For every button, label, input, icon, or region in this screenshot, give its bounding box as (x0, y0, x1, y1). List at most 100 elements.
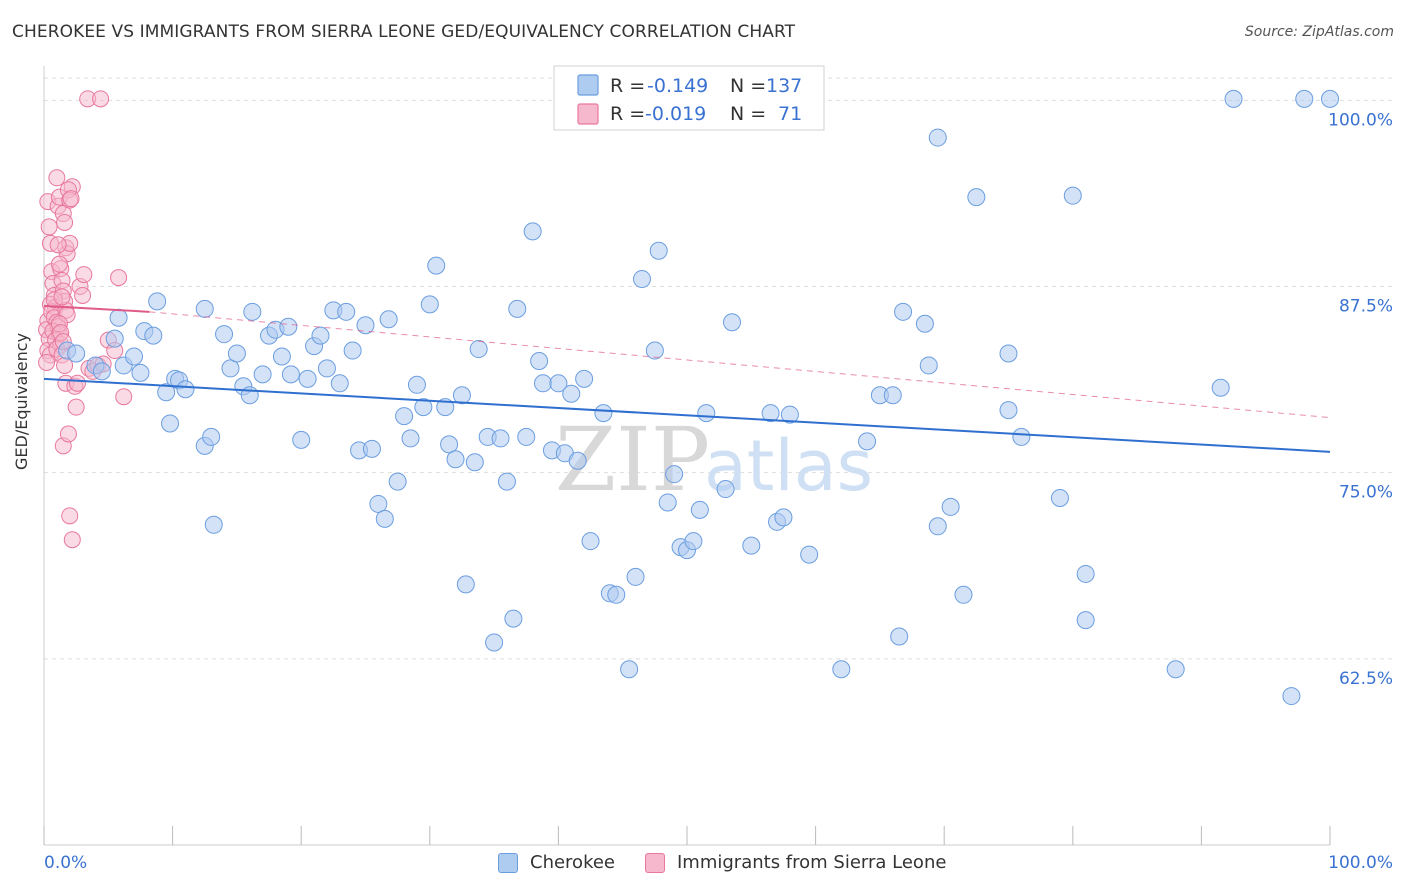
cherokee-point (330, 374, 349, 393)
cherokee-point (549, 374, 568, 393)
cherokee-point (780, 405, 799, 424)
sierra-leone-point (49, 236, 67, 254)
bottom-legend: Cherokee Immigrants from Sierra Leone (0, 852, 1406, 876)
cherokee-r-label: R = (610, 75, 645, 97)
x-tick-label-min: 0.0% (44, 853, 87, 873)
cherokee-point (1012, 427, 1031, 446)
cherokee-point (388, 472, 407, 491)
cherokee-point (202, 427, 221, 446)
sierra-leone-point (110, 269, 128, 287)
legend-label-sierra-leone: Immigrants from Sierra Leone (677, 852, 947, 873)
cherokee-point (858, 432, 877, 451)
cherokee-point (452, 386, 471, 405)
trend-lines (43, 304, 1331, 453)
cherokee-point (436, 398, 455, 417)
cherokee-point (697, 404, 716, 423)
sierra-leone-point (74, 286, 92, 304)
cherokee-point (883, 386, 902, 405)
cherokee-point (658, 493, 677, 512)
cherokee-point (491, 429, 510, 448)
sierra-leone-point (61, 507, 79, 525)
cherokee-point (562, 384, 581, 403)
cherokee-point (684, 532, 703, 551)
sierra-leone-point (40, 218, 58, 236)
cherokee-point (317, 359, 336, 378)
cherokee-point (626, 567, 645, 586)
cherokee-point (456, 575, 475, 594)
sierra-leone-r-label: R = (610, 103, 645, 125)
cherokee-point (1076, 611, 1095, 630)
cherokee-point (497, 472, 516, 491)
cherokee-point (243, 302, 262, 321)
y-tick-labels: 62.5% 75.0% 87.5% 100.0% (1328, 110, 1393, 688)
sierra-leone-swatch (577, 103, 599, 125)
cherokee-point (375, 509, 394, 528)
cherokee-point (967, 188, 986, 207)
cherokee-point (575, 369, 594, 388)
cherokee-point (401, 429, 420, 448)
chart-title: CHEROKEE VS IMMIGRANTS FROM SIERRA LEONE… (12, 22, 796, 42)
y-tick-label: 100.0% (1328, 110, 1393, 130)
cherokee-point (1063, 186, 1082, 205)
cherokee-point (800, 545, 819, 564)
cherokee-point (690, 500, 709, 519)
cherokee-point (523, 222, 542, 241)
cherokee-point (1321, 89, 1339, 108)
stats-legend: R = -0.149 N = 137 R = -0.019 N = 71 (553, 65, 825, 131)
cherokee-point (356, 316, 375, 335)
cherokee-point (999, 401, 1018, 420)
legend-item-cherokee[interactable]: Cherokee (498, 852, 615, 873)
cherokee-point (999, 344, 1018, 363)
cherokee-point (723, 313, 742, 332)
cherokee-trend-line (43, 377, 1331, 453)
cherokee-point (941, 497, 960, 516)
sierra-leone-n-value: 71 (778, 103, 802, 125)
legend-item-sierra-leone[interactable]: Immigrants from Sierra Leone (645, 852, 946, 873)
cherokee-point (607, 585, 626, 604)
cherokee-point (148, 292, 167, 311)
cherokee-point (649, 241, 668, 260)
cherokee-point (281, 365, 300, 384)
cherokee-point (1295, 89, 1314, 108)
stats-legend-box (553, 65, 825, 131)
cherokee-point (469, 340, 488, 359)
cherokee-point (176, 380, 195, 399)
sierra-leone-point (92, 90, 110, 108)
sierra-leone-point (67, 398, 85, 416)
y-tick-label: 87.5% (1339, 297, 1393, 317)
cherokee-point (109, 308, 128, 327)
legend-label-cherokee: Cherokee (530, 852, 615, 873)
cherokee-point (362, 439, 381, 458)
legend-swatch-cherokee (498, 852, 518, 873)
sierra-leone-trend-line (43, 304, 150, 313)
cherokee-point (1166, 660, 1185, 679)
sierra-leone-point (115, 388, 133, 406)
cherokee-point (414, 398, 433, 417)
cherokee-point (742, 536, 761, 555)
cherokee-n-label: N = (730, 75, 766, 97)
sierra-leone-point (48, 169, 66, 187)
sierra-leone-point (75, 266, 93, 284)
cherokee-point (915, 314, 934, 333)
cherokee-point (632, 270, 651, 289)
sierra-leone-n-label: N = (730, 103, 766, 125)
watermark: ZIP atlas (555, 408, 873, 511)
cherokee-point (665, 465, 684, 484)
cherokee-point (568, 451, 587, 470)
cherokee-r-value: -0.149 (647, 75, 708, 97)
cherokee-swatch (577, 74, 599, 96)
cherokee-point (420, 295, 439, 314)
cherokee-point (195, 299, 214, 318)
cherokee-point (343, 341, 362, 360)
cherokee-points (58, 86, 1339, 706)
cherokee-point (1282, 687, 1301, 706)
cherokee-point (517, 427, 536, 446)
cherokee-point (446, 450, 465, 469)
cherokee-point (144, 326, 163, 345)
sierra-leone-point (59, 425, 77, 443)
cherokee-point (890, 627, 909, 646)
cherokee-point (298, 369, 317, 388)
sierra-leone-point (62, 190, 80, 208)
sierra-leone-point (50, 255, 68, 273)
